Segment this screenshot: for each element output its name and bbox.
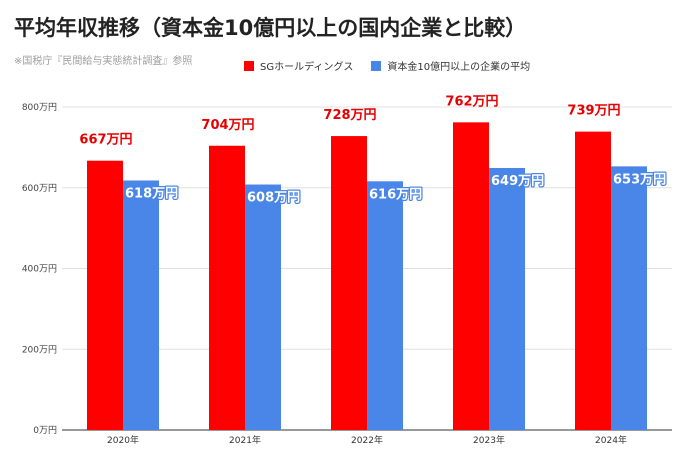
bar-average [123,180,159,430]
legend-item-sg: SGホールディングス [244,58,353,73]
bar-average [245,184,281,430]
legend-swatch-sg [244,60,254,71]
x-tick-label: 2023年 [473,434,505,446]
bar-sg [331,136,367,430]
y-tick-label: 600万円 [22,183,57,194]
chart-title: 平均年収推移（資本金10億円以上の国内企業と比較） [14,16,527,40]
y-tick-label: 0万円 [33,425,57,436]
bar-sg [453,122,489,430]
bar-sg [209,145,245,430]
bar-average [367,181,403,430]
bar-sg [575,131,611,430]
y-tick-label: 800万円 [22,102,57,113]
data-label-average: 649万円 [491,174,544,189]
data-label-sg: 762万円 [445,94,498,109]
data-label-average: 653万円 [613,172,666,187]
data-label-sg: 739万円 [567,104,620,119]
bar-average [489,167,525,430]
source-note: ※国税庁『民間給与実態統計調査』参照 [14,56,193,67]
y-tick-label: 200万円 [22,344,57,355]
bar-average [611,166,647,430]
legend-swatch-average [371,60,382,71]
legend-item-average: 資本金10億円以上の企業の平均 [371,58,530,73]
data-label-average: 616万円 [369,187,422,202]
x-tick-label: 2020年 [107,434,139,446]
data-label-sg: 704万円 [201,118,254,133]
data-label-sg: 667万円 [79,133,132,148]
data-label-average: 618万円 [125,186,178,201]
legend-label-sg: SGホールディングス [260,62,354,73]
x-tick-label: 2021年 [229,434,261,446]
legend: SGホールディングス 資本金10億円以上の企業の平均 [244,58,530,73]
data-label-average: 608万円 [247,191,300,206]
x-tick-label: 2024年 [595,434,627,446]
data-label-sg: 728万円 [323,108,376,123]
legend-label-average: 資本金10億円以上の企業の平均 [387,62,531,73]
y-tick-label: 400万円 [22,264,57,275]
x-tick-label: 2022年 [351,434,383,446]
bar-sg [87,160,123,431]
